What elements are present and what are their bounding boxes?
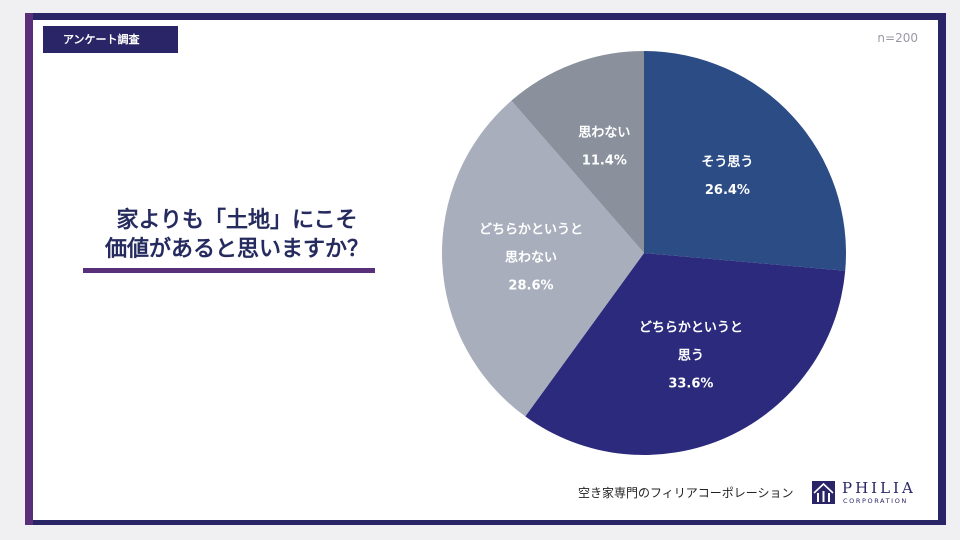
company-name: 空き家専門のフィリアコーポレーション xyxy=(578,486,794,500)
slice-category-label: そう思う xyxy=(701,155,753,170)
slice-category-label: 思わない xyxy=(505,250,557,265)
pie-slice-1 xyxy=(644,51,846,271)
pie-slice-2 xyxy=(525,253,846,455)
slice-category-label: どちらかというと xyxy=(479,222,583,237)
logo-subtitle: CORPORATION xyxy=(843,497,908,505)
slice-category-label: どちらかというと xyxy=(639,320,743,335)
left-accent-bar xyxy=(25,13,33,525)
logo-name: PHILIA xyxy=(842,479,916,497)
philia-logo: PHILIA CORPORATION xyxy=(812,479,922,507)
question-line-2: 価値があると思いますか？ xyxy=(104,237,369,262)
house-logo-icon xyxy=(812,481,835,504)
slice-value-label: 33.6% xyxy=(668,376,713,391)
pie-slice-3 xyxy=(442,100,644,417)
slice-value-label: 28.6% xyxy=(508,278,553,293)
survey-tag: アンケート調査 xyxy=(43,26,178,53)
survey-question: 家よりも「土地」にこそ 価値があると思いますか？ xyxy=(82,206,392,264)
slice-category-label: 思わない xyxy=(578,126,630,141)
slice-value-label: 11.4% xyxy=(582,154,627,169)
pie-slice-4 xyxy=(511,51,644,253)
question-line-1: 家よりも「土地」にこそ xyxy=(116,208,358,233)
sample-size-label: n=200 xyxy=(877,31,918,45)
question-underline xyxy=(83,268,375,273)
slice-category-label: 思う xyxy=(678,348,704,363)
slice-value-label: 26.4% xyxy=(705,183,750,198)
